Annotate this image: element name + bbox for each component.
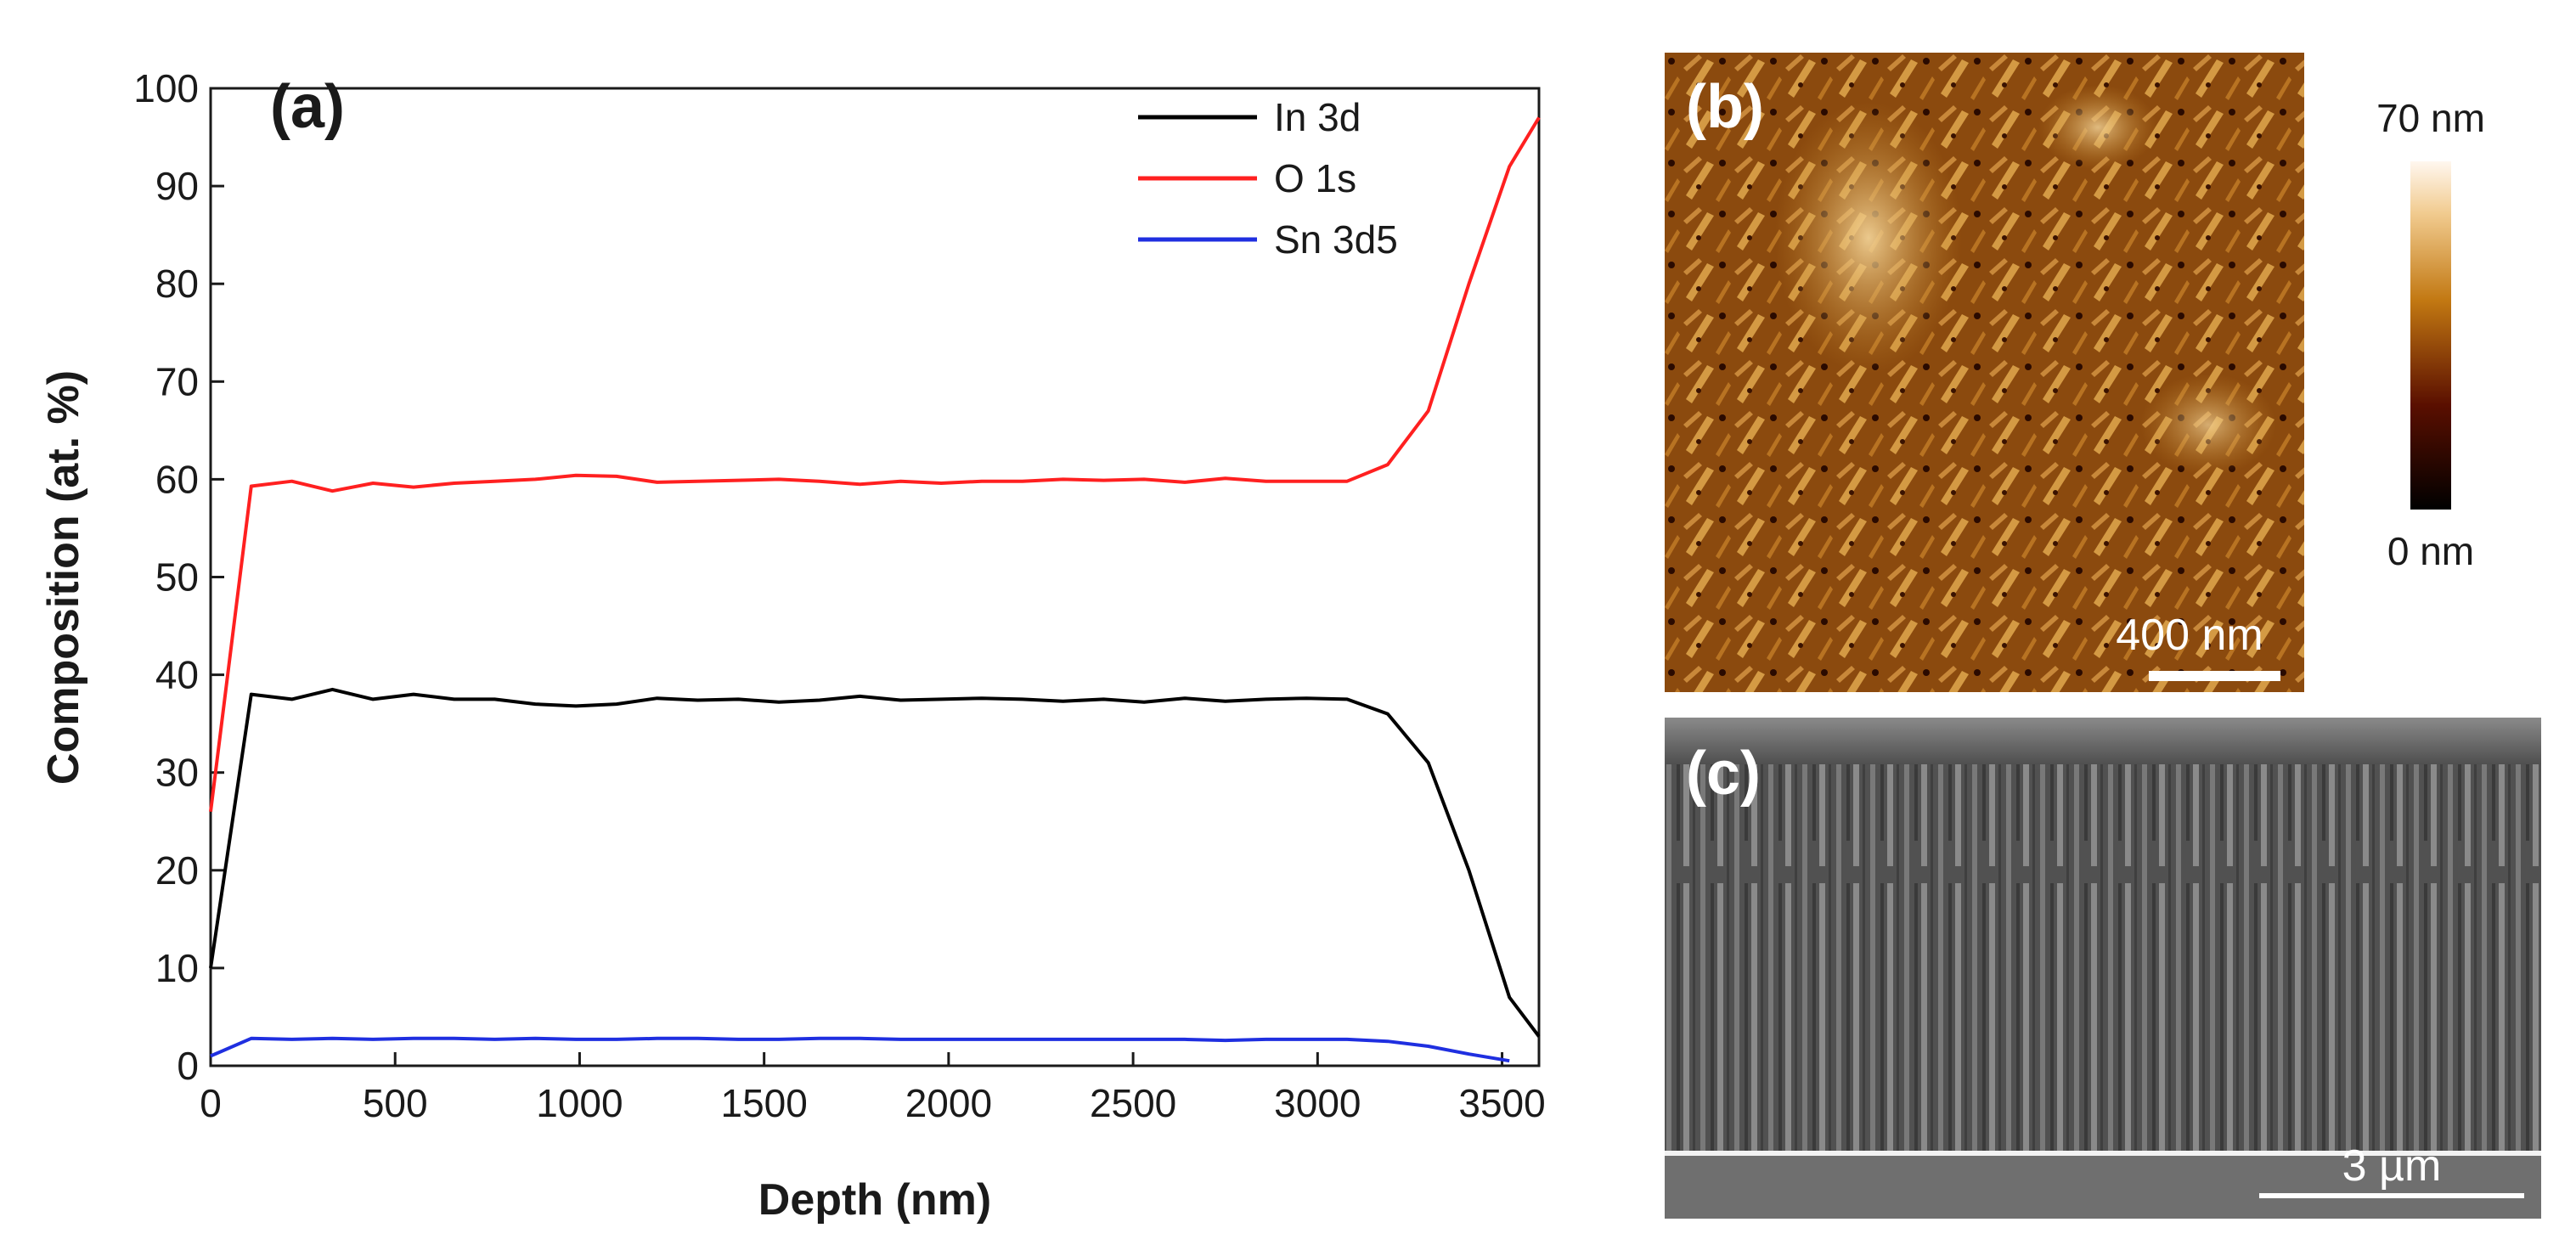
afm-bright-region [1775,102,1962,374]
y-tick-label: 50 [155,555,199,600]
series-line-o-1s [209,116,1541,812]
legend: In 3d O 1s Sn 3d5 [1138,95,1398,262]
x-tick-label: 1000 [536,1081,623,1125]
afm-scale-bar-text: 400 nm [2116,611,2263,660]
afm-bright-region [2038,85,2157,170]
y-tick-label: 90 [155,164,199,208]
legend-label: O 1s [1274,156,1356,200]
y-tick-label: 0 [177,1044,199,1088]
legend-label: In 3d [1274,95,1361,139]
sem-interface-line [1665,1151,2541,1156]
x-tick-label: 500 [363,1081,428,1125]
y-tick-label: 70 [155,359,199,403]
sem-film-surface [1665,718,2541,769]
x-axis-title: Depth (nm) [758,1175,991,1225]
panel-c-sem: (c) 3 µm [1665,718,2541,1219]
panel-c-label: (c) [1686,740,1761,808]
x-tick-label: 3000 [1274,1081,1361,1125]
x-tick-label: 2500 [1090,1081,1176,1125]
panel-a-plot: 0 10 20 30 40 50 60 70 80 90 100 0 500 1000 1500 2000 2… [39,66,1546,1225]
x-tick-label: 1500 [720,1081,807,1125]
sem-columns [1665,764,2541,1151]
panel-a-label: (a) [270,73,345,141]
legend-label: Sn 3d5 [1274,217,1398,262]
y-tick-label: 20 [155,848,199,893]
y-tick-label: 60 [155,457,199,501]
y-tick-label: 40 [155,653,199,697]
y-tick-label: 10 [155,946,199,990]
y-tick-label: 100 [133,66,199,110]
sem-scale-bar [2259,1193,2524,1198]
y-tick-label: 80 [155,262,199,306]
x-tick-label: 3500 [1458,1081,1545,1125]
series-line-sn-3d5 [210,1036,1510,1063]
afm-image [1665,53,2304,692]
sem-scale-bar-text: 3 µm [2342,1141,2442,1191]
colorbar-max-label: 70 nm [2376,96,2485,140]
colorbar [2410,161,2451,510]
y-axis-ticks: 0 10 20 30 40 50 60 70 80 90 100 [133,66,224,1088]
x-axis-ticks: 0 500 1000 1500 2000 2500 3000 3500 [200,1052,1546,1125]
panel-b-label: (b) [1686,73,1764,141]
y-axis-title: Composition (at. %) [39,370,88,785]
afm-bright-region [2140,374,2276,476]
afm-scale-bar [2149,671,2280,681]
colorbar-min-label: 0 nm [2387,529,2474,573]
x-tick-label: 2000 [905,1081,992,1125]
sem-substrate [1665,1156,2541,1219]
y-tick-label: 30 [155,751,199,795]
series-layer [209,116,1541,1063]
series-line-in-3d [209,687,1541,1038]
x-tick-label: 0 [200,1081,222,1125]
panel-b-afm: (b) 400 nm 70 nm 0 nm [1665,53,2485,692]
